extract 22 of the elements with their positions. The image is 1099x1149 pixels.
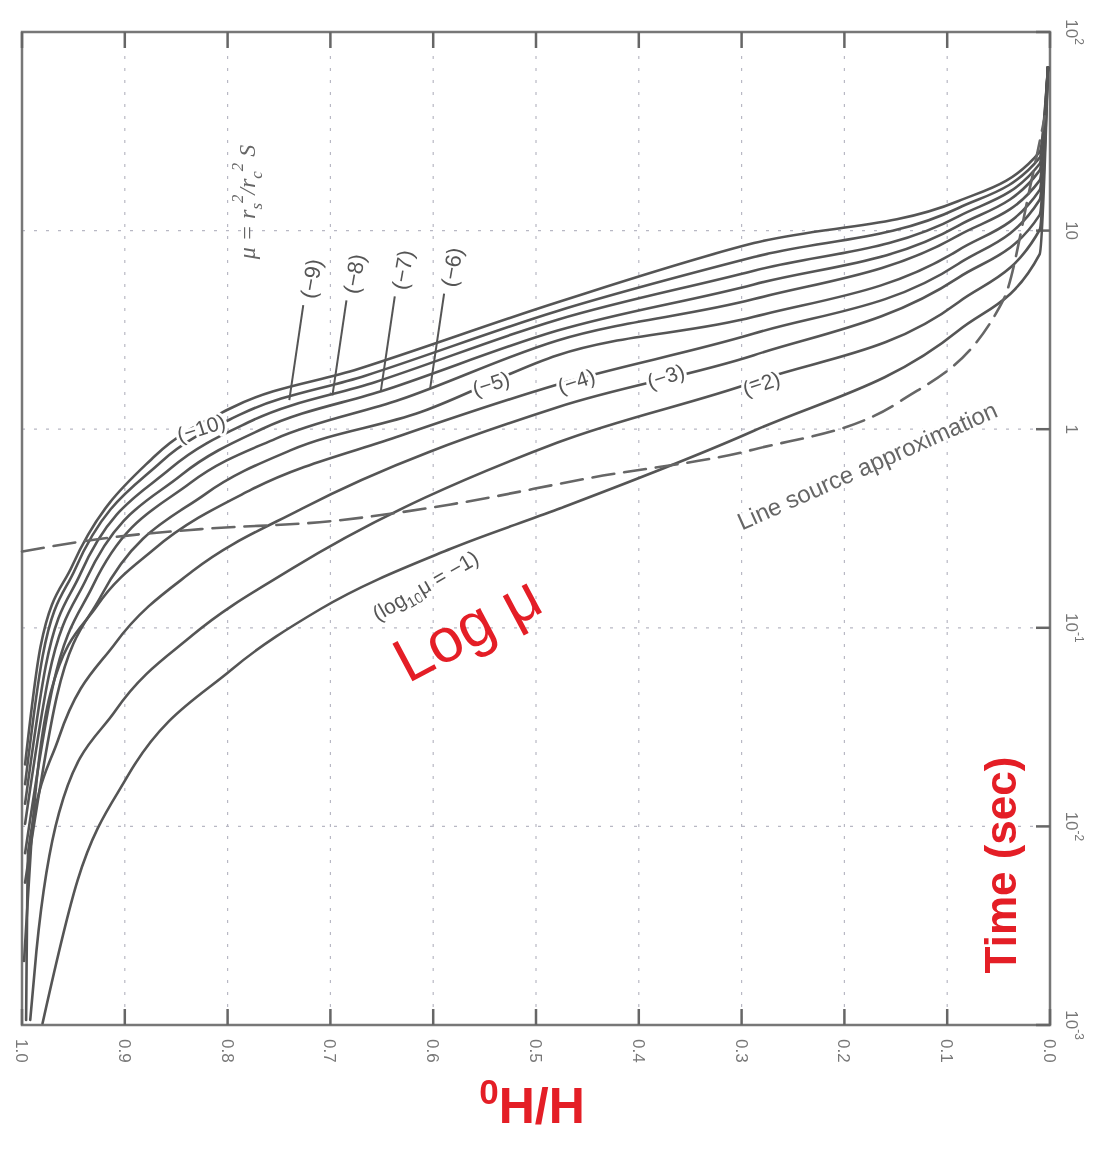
x-tick-label: 0.8 — [218, 1039, 238, 1063]
x-axis-title: $^{0}$H/H — [479, 1071, 585, 1134]
annotation: (−2) — [739, 366, 783, 400]
x-tick-label: 0.4 — [629, 1039, 649, 1063]
annotation: (−6) — [435, 245, 468, 289]
y-axis-title: Time (sec) — [975, 756, 1025, 974]
annotation: (−3) — [643, 358, 688, 393]
x-tick-label: 0.7 — [320, 1039, 340, 1063]
x-tick-label: 0.0 — [1040, 1039, 1060, 1063]
annotation: (−7) — [386, 248, 418, 292]
x-tick-label: 0.5 — [526, 1039, 546, 1063]
x-tick-label: 0.2 — [834, 1039, 854, 1063]
y-tick-label: 10 — [1062, 221, 1082, 241]
x-tick-label: 0.1 — [937, 1039, 957, 1063]
x-tick-label: 0.3 — [732, 1039, 752, 1063]
y-tick-label: 1 — [1062, 424, 1082, 434]
x-tick-label: 0.6 — [423, 1039, 443, 1063]
x-tick-label: 0.9 — [115, 1039, 135, 1063]
annotation: (−9) — [294, 256, 327, 301]
annotation: (−4) — [554, 363, 598, 398]
x-tick-label: 1.0 — [12, 1039, 32, 1063]
annotation: (−8) — [338, 252, 370, 296]
